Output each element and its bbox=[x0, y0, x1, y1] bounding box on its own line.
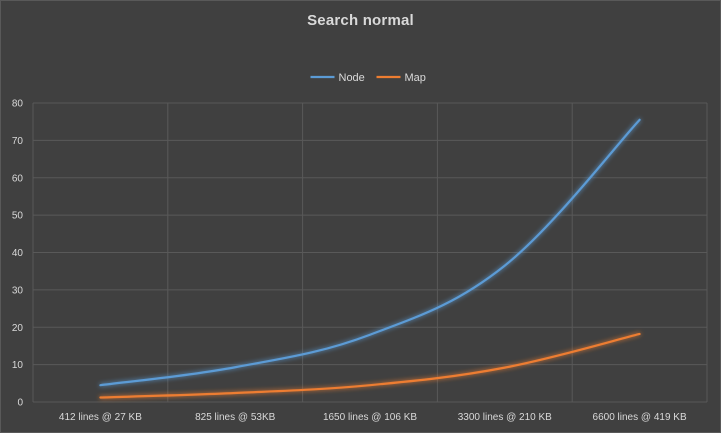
x-tick-label: 412 lines @ 27 KB bbox=[59, 412, 142, 423]
y-tick-label: 30 bbox=[12, 285, 24, 296]
y-tick-label: 40 bbox=[12, 248, 24, 259]
y-tick-label: 70 bbox=[12, 136, 24, 147]
legend: Node Map bbox=[310, 72, 426, 84]
y-tick-label: 60 bbox=[12, 173, 24, 184]
x-tick-label: 3300 lines @ 210 KB bbox=[458, 412, 552, 423]
y-tick-label: 50 bbox=[12, 211, 24, 222]
y-tick-label: 0 bbox=[17, 398, 23, 409]
x-tick-label: 1650 lines @ 106 KB bbox=[323, 412, 417, 423]
series-line-node bbox=[99, 118, 641, 387]
x-tick-label: 6600 lines @ 419 KB bbox=[593, 412, 687, 423]
legend-label-map: Map bbox=[405, 72, 426, 84]
y-tick-label: 20 bbox=[12, 323, 24, 334]
axis-tick-labels: 0 10 20 30 40 50 60 70 80 412 lines @ 27 KB 825 li… bbox=[12, 99, 687, 424]
legend-label-node: Node bbox=[339, 72, 365, 84]
series-lines bbox=[99, 118, 641, 399]
gridlines bbox=[32, 102, 708, 403]
chart-title: Search normal bbox=[307, 12, 414, 29]
x-tick-label: 825 lines @ 53KB bbox=[195, 412, 276, 423]
y-tick-label: 80 bbox=[12, 99, 24, 110]
series-line-map bbox=[99, 332, 641, 399]
y-tick-label: 10 bbox=[12, 360, 24, 371]
